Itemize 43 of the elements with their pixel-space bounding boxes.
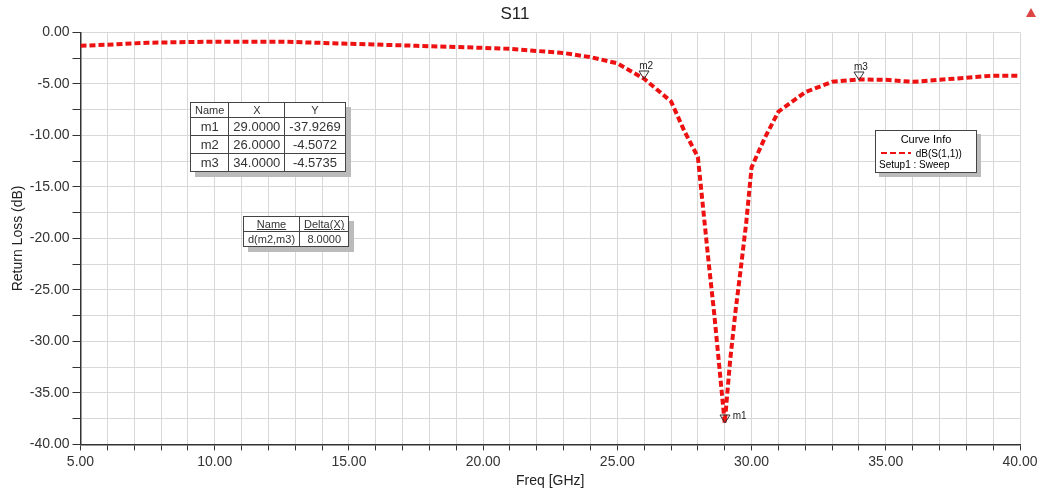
- annotation: m1: [190, 117, 229, 136]
- y-tick-label: -20.00: [29, 229, 70, 246]
- x-tick-label: 20.00: [465, 452, 501, 469]
- annotation: 8.0000: [299, 231, 349, 247]
- x-axis-title: Freq [GHz]: [516, 472, 585, 489]
- y-tick-label: -10.00: [29, 126, 70, 143]
- y-tick-label: -30.00: [29, 332, 70, 349]
- x-tick-label: 15.00: [331, 452, 367, 469]
- annotation: m2: [190, 135, 229, 154]
- annotation: Delta(X): [299, 216, 349, 232]
- x-tick-label: 30.00: [734, 452, 770, 469]
- annotation: m3: [853, 60, 869, 72]
- x-tick-label: 5.00: [66, 452, 95, 469]
- y-tick-label: -40.00: [29, 435, 70, 452]
- annotation: m3: [190, 153, 229, 172]
- annotation: 34.0000: [228, 153, 285, 172]
- annotation: 26.0000: [228, 135, 285, 154]
- legend-label: dB(S(1,1)): [914, 148, 962, 159]
- annotation: -4.5072: [284, 135, 346, 154]
- x-tick-label: 35.00: [868, 452, 904, 469]
- y-tick-label: 0.00: [42, 23, 70, 40]
- annotation: Setup1 : Sweep: [879, 159, 950, 170]
- annotation: -37.9269: [284, 117, 346, 136]
- y-tick-label: -5.00: [37, 74, 70, 91]
- x-tick-label: 10.00: [197, 452, 233, 469]
- annotation: m2: [639, 59, 654, 71]
- x-tick-label: 40.00: [1002, 452, 1038, 469]
- annotation: Name: [190, 102, 229, 118]
- legend-title: Curve Info: [899, 133, 953, 145]
- annotation: m1: [732, 410, 748, 422]
- y-axis-title: Return Loss (dB): [9, 185, 26, 292]
- chart-title: S11: [500, 3, 530, 23]
- annotation: 29.0000: [228, 117, 285, 136]
- x-tick-label: 25.00: [599, 452, 636, 469]
- line-series: [80, 39, 1020, 426]
- annotation: Y: [284, 102, 346, 118]
- y-tick-label: -25.00: [29, 280, 70, 297]
- annotation: d(m2,m3): [243, 231, 300, 247]
- annotation: -4.5735: [284, 153, 346, 172]
- y-tick-label: -35.00: [29, 383, 70, 400]
- annotation: Name: [243, 216, 300, 232]
- y-tick-label: -15.00: [29, 177, 70, 194]
- annotation: X: [228, 102, 285, 118]
